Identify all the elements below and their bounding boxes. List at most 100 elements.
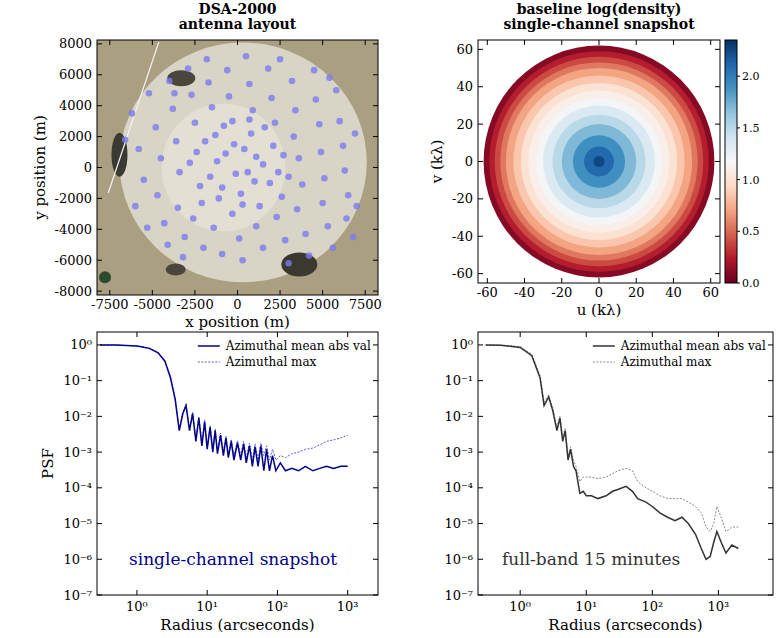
x-axis-title: x position (m) [185,313,290,331]
colorbar [725,40,737,283]
x-tick-label: 0 [233,297,241,312]
antenna [202,138,209,145]
x-tick [586,590,587,595]
antenna [239,257,246,264]
y-tick-label: 10⁰ [70,337,92,352]
antenna [176,169,183,176]
antenna [345,192,352,199]
x-tick [710,278,711,283]
antenna [260,245,267,252]
density-ring [562,124,636,199]
antenna [214,158,221,165]
antenna [316,121,323,128]
x-tick [237,290,238,295]
antenna [333,87,340,94]
y-tick [373,416,378,417]
antenna [306,252,313,259]
y-tick-label: 10⁻³ [63,445,92,460]
antenna [144,224,151,231]
x-axis-title: Radius (arcseconds) [548,616,702,634]
antenna [166,78,173,85]
x-tick [652,590,653,595]
x-tick [207,332,208,337]
x-tick-label: -60 [477,285,498,300]
x-tick [136,332,137,337]
y-tick-label: -20 [452,191,473,206]
y-tick [97,167,102,168]
y-tick [97,43,102,44]
y-tick [478,344,483,345]
legend-swatch [593,345,615,347]
y-tick-label: 10⁻⁷ [444,588,473,603]
y-tick-label: -2000 [55,191,92,206]
x-tick [710,40,711,45]
y-tick [373,105,378,106]
plot-frame [97,40,378,295]
y-tick [478,236,483,237]
x-tick-label: -20 [551,285,572,300]
x-tick [586,332,587,337]
antenna [275,169,282,176]
x-tick [136,590,137,595]
density-ring [543,105,655,217]
x-tick [277,590,278,595]
playa [119,43,366,283]
y-tick [373,198,378,199]
x-tick-label: 10² [267,599,289,614]
axes: -7500-5000-25000250050007500-8000-6000-4… [31,36,382,331]
x-tick [194,40,195,45]
x-tick [487,40,488,45]
y-tick [715,236,720,237]
y-axis-title: v (kλ) [428,140,446,185]
colorbar-tick-label: 1.5 [742,122,760,135]
antenna [190,215,197,222]
y-tick-label: 8000 [59,36,92,51]
y-tick-label: 10⁻⁷ [63,588,92,603]
psf-line [100,345,347,460]
x-tick [636,40,637,45]
y-tick [97,523,102,524]
antenna [180,254,187,261]
y-tick-label: 10⁻² [63,409,92,424]
antenna [164,241,171,248]
antenna [222,150,229,157]
antenna [132,203,139,210]
antenna [198,200,205,207]
antenna [146,90,153,97]
x-axis-title: u (kλ) [577,301,622,319]
y-tick [478,49,483,50]
antenna [231,141,238,148]
antenna [224,67,231,74]
psf-line [486,345,739,532]
y-tick-label: 10⁰ [451,337,473,352]
plot-frame [97,332,378,595]
x-tick [599,278,600,283]
antenna [197,183,204,190]
y-tick [478,161,483,162]
antenna [353,203,360,210]
x-tick [561,278,562,283]
y-tick [97,344,102,345]
antenna [129,110,136,117]
x-tick [487,278,488,283]
antenna [187,160,194,167]
y-tick-label: 10⁻¹ [63,373,92,388]
y-tick [373,487,378,488]
y-tick-label: 4000 [59,98,92,113]
axes: -60-40-200204060-60-40-200204060u (kλ)v … [428,40,720,319]
y-tick-label: 10⁻¹ [444,373,473,388]
antenna [256,203,263,210]
x-tick-label: 10³ [708,599,730,614]
colorbar-tick-label: 0.0 [742,277,760,290]
y-tick [715,86,720,87]
antenna [265,65,272,72]
y-tick [478,198,483,199]
antenna [278,194,285,201]
x-tick [280,290,281,295]
y-tick [373,136,378,137]
antenna [192,119,199,126]
y-tick [373,260,378,261]
ground [97,40,378,295]
legend-label: Azimuthal max [620,355,712,369]
legend: Azimuthal mean abs valAzimuthal max [198,339,371,369]
